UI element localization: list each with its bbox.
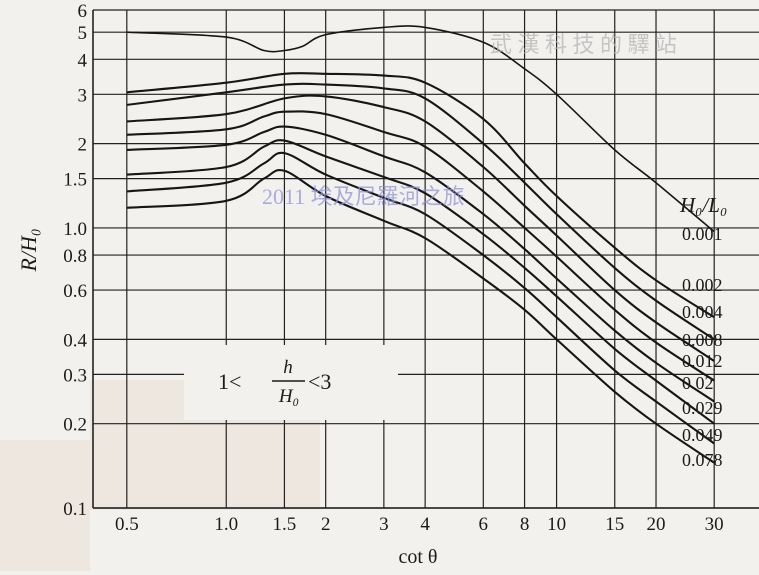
y-tick-label: 3: [78, 85, 88, 106]
x-tick-labels: 0.5 1.0 1.5 2 3 4 6 8 10 15 20 30: [115, 514, 724, 535]
x-tick-label: 15: [605, 514, 624, 535]
legend-label: 0.049: [682, 425, 723, 445]
legend-label: 0.012: [682, 351, 723, 371]
condition-suffix: <3: [308, 369, 331, 394]
series-curve-0_049: [126, 151, 715, 445]
y-tick-label: 0.3: [63, 365, 87, 386]
x-tick-label: 20: [647, 514, 666, 535]
y-tick-label: 4: [78, 50, 88, 71]
curves-layer: [126, 25, 715, 464]
watermark-text: 2011 埃及尼羅河之旅: [262, 184, 465, 209]
legend-label: 0.078: [682, 450, 723, 470]
y-tick-label: 2: [78, 135, 88, 156]
y-tick-label: 6: [78, 1, 88, 22]
condition-denominator: H₀: [278, 386, 299, 407]
series-curve-0_008: [126, 94, 715, 362]
x-tick-label: 2: [321, 514, 331, 535]
series-curve-0_012: [126, 110, 715, 382]
y-tick-label: 5: [78, 23, 88, 44]
condition-prefix: 1<: [218, 369, 241, 394]
series-curve-0_001: [126, 25, 715, 233]
x-tick-label: 0.5: [115, 514, 139, 535]
y-tick-label: 1.0: [63, 219, 87, 240]
y-tick-label: 0.2: [63, 415, 87, 436]
y-tick-labels: 0.1 0.2 0.3 0.4 0.6 0.8 1.0 1.5 2 3 4 56: [63, 1, 87, 520]
legend-label: 0.008: [682, 330, 723, 350]
x-tick-label: 6: [479, 514, 489, 535]
series-curve-0_002: [126, 72, 715, 319]
series-curve-0_078: [126, 169, 715, 464]
legend-label: 0.001: [682, 224, 723, 244]
x-tick-label: 3: [379, 514, 389, 535]
legend-title: H₀/L₀: [679, 193, 727, 217]
legend-label: 0.029: [682, 398, 723, 418]
legend-label: 0.002: [682, 275, 723, 295]
x-tick-label: 4: [420, 514, 430, 535]
y-tick-label: 0.6: [63, 281, 87, 302]
y-tick-label: 0.1: [63, 499, 87, 520]
series-curve-0_02: [126, 125, 715, 403]
y-tick-label: 0.4: [63, 330, 87, 351]
legend-label: 0.004: [682, 302, 723, 322]
y-axis-label: R/H₀: [16, 228, 41, 272]
y-tick-label: 0.8: [63, 246, 87, 267]
legend-label: 0.02: [682, 373, 714, 393]
series-curve-0_029: [126, 139, 715, 425]
x-tick-label: 30: [705, 514, 724, 535]
x-axis-label: cot θ: [398, 546, 437, 568]
series-curve-0_004: [126, 82, 715, 341]
x-tick-label: 10: [547, 514, 566, 535]
watermark-top-text: 武 漢 科 技 的 驛 站: [490, 32, 677, 57]
x-tick-label: 1.5: [273, 514, 297, 535]
x-tick-label: 1.0: [214, 514, 238, 535]
grid-layer: [92, 9, 759, 509]
y-tick-label: 1.5: [63, 170, 87, 191]
condition-annotation: 1< h H₀ <3: [184, 345, 398, 420]
x-tick-label: 8: [520, 514, 530, 535]
condition-numerator: h: [283, 357, 293, 378]
